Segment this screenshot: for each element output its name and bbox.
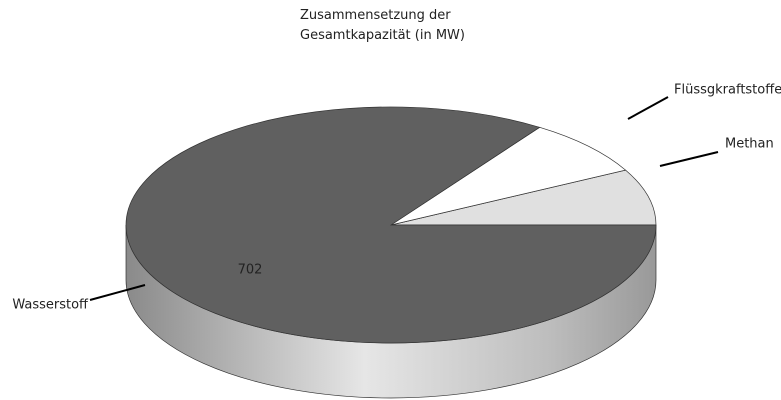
- chart-title: Zusammensetzung der Gesamtkapazität (in …: [300, 8, 465, 43]
- data-label: 702: [238, 263, 263, 278]
- leader-line: [89, 284, 146, 301]
- pie-slice: [390, 126, 627, 226]
- leader-line: [659, 151, 719, 167]
- category-label: Flüssgkraftstoffe: [674, 83, 781, 98]
- leader-line: [627, 96, 669, 120]
- category-label: Methan: [725, 137, 774, 152]
- pie-slice: [125, 106, 657, 344]
- category-label: Wasserstoff: [12, 298, 89, 313]
- pie-slice: [390, 169, 657, 226]
